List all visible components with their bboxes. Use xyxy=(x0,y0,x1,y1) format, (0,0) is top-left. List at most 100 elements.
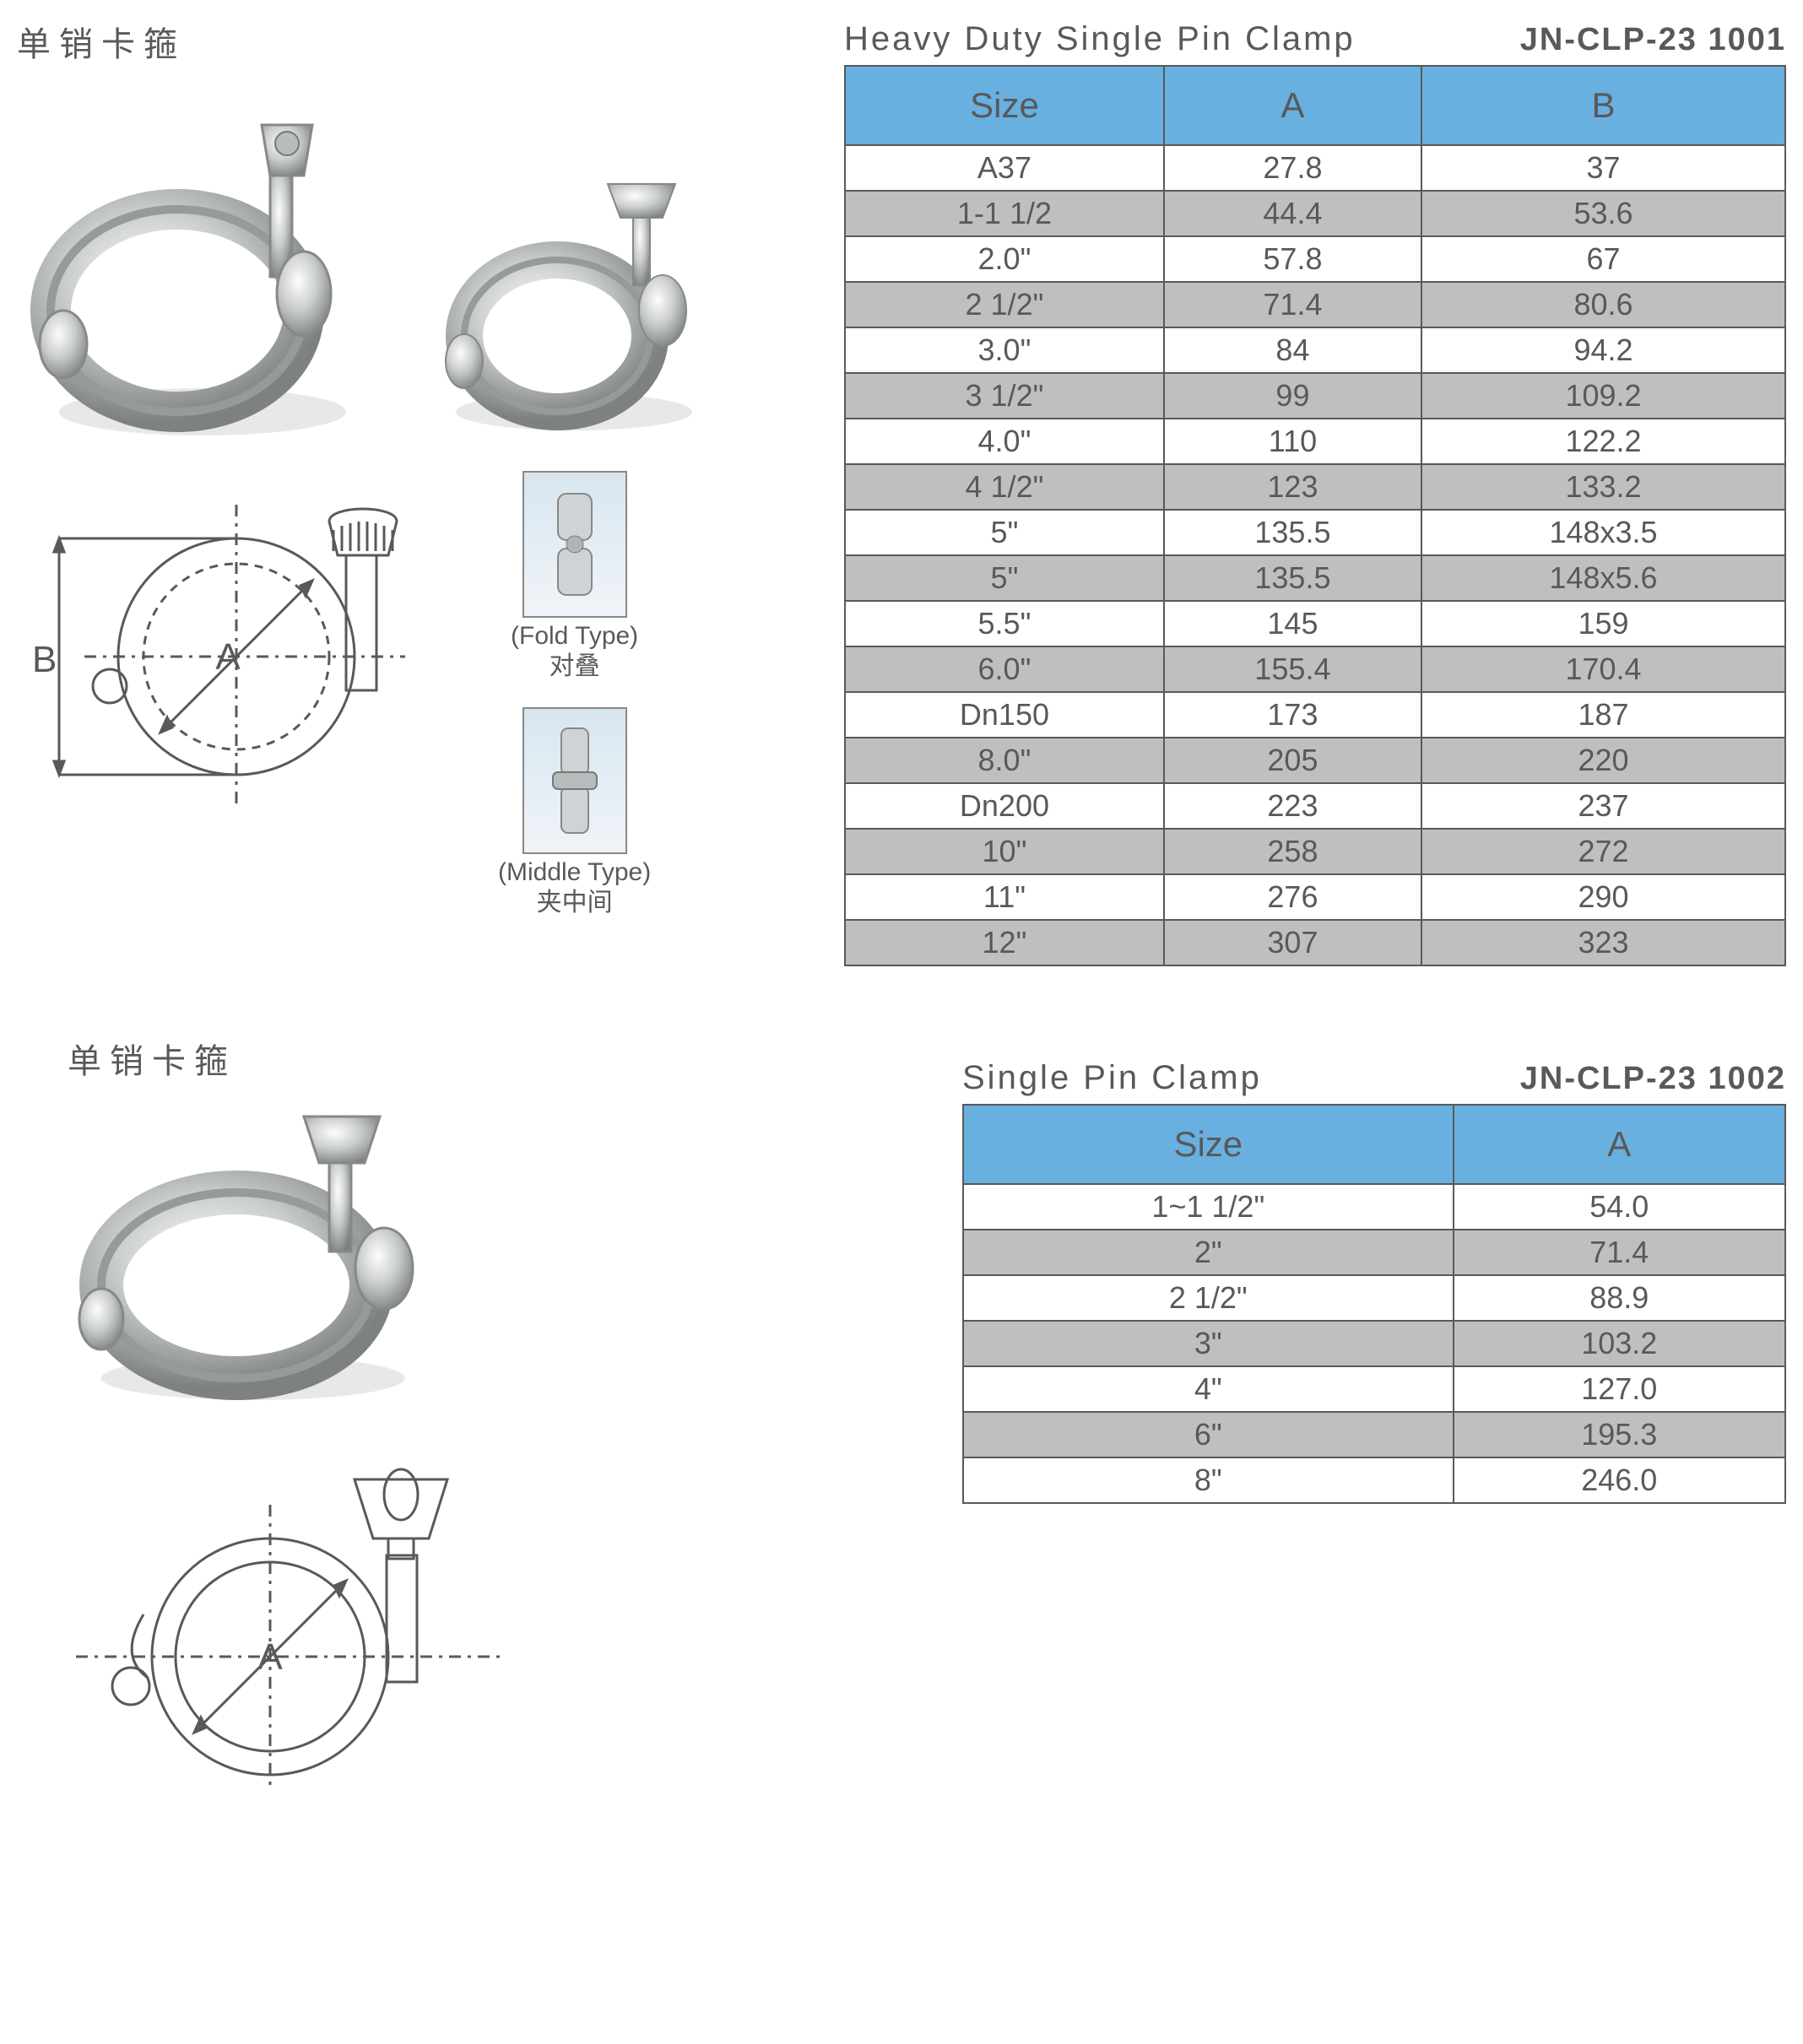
table-cell: 12" xyxy=(845,920,1164,965)
table-cell: 323 xyxy=(1421,920,1785,965)
table-cell: 4 1/2" xyxy=(845,464,1164,510)
table-row: A3727.837 xyxy=(845,145,1785,191)
table-row: 2 1/2"71.480.6 xyxy=(845,282,1785,327)
table-cell: 220 xyxy=(1421,738,1785,783)
table-cell: 71.4 xyxy=(1454,1230,1785,1275)
header-row-1: Heavy Duty Single Pin Clamp JN-CLP-23 10… xyxy=(844,20,1786,58)
table-cell: 4.0" xyxy=(845,419,1164,464)
spec-table-2: SizeA1~1 1/2"54.02"71.42 1/2"88.93"103.2… xyxy=(962,1104,1786,1504)
table-cell: 4" xyxy=(963,1366,1454,1412)
table-cell: 84 xyxy=(1164,327,1421,373)
table-cell: 103.2 xyxy=(1454,1321,1785,1366)
table-cell: 8.0" xyxy=(845,738,1164,783)
table-row: 8.0"205220 xyxy=(845,738,1785,783)
fold-type-thumb xyxy=(522,471,627,618)
en-title-2: Single Pin Clamp xyxy=(962,1059,1262,1097)
table-row: 8"246.0 xyxy=(963,1457,1785,1503)
table-row: 6"195.3 xyxy=(963,1412,1785,1457)
table-cell: 8" xyxy=(963,1457,1454,1503)
table-row: Dn200223237 xyxy=(845,783,1785,829)
fold-type-label-cn: 对叠 xyxy=(511,652,638,682)
table-cell: 88.9 xyxy=(1454,1275,1785,1321)
table-cell: 155.4 xyxy=(1164,646,1421,692)
table-cell: 1-1 1/2 xyxy=(845,191,1164,236)
product-code-1: JN-CLP-23 1001 xyxy=(1520,22,1786,58)
table-row: 4"127.0 xyxy=(963,1366,1785,1412)
table-row: 4 1/2"123133.2 xyxy=(845,464,1785,510)
table-cell: 276 xyxy=(1164,874,1421,920)
table-cell: 2.0" xyxy=(845,236,1164,282)
table-row: 3"103.2 xyxy=(963,1321,1785,1366)
table-cell: 205 xyxy=(1164,738,1421,783)
table-cell: 3" xyxy=(963,1321,1454,1366)
table-cell: 94.2 xyxy=(1421,327,1785,373)
header-row-2: Single Pin Clamp JN-CLP-23 1002 xyxy=(962,1059,1786,1097)
table-row: 6.0"155.4170.4 xyxy=(845,646,1785,692)
table-cell: 307 xyxy=(1164,920,1421,965)
table-cell: 148x3.5 xyxy=(1421,510,1785,555)
right-column-1: Heavy Duty Single Pin Clamp JN-CLP-23 10… xyxy=(827,17,1786,966)
table-row: 5.5"145159 xyxy=(845,601,1785,646)
table-cell: 53.6 xyxy=(1421,191,1785,236)
table-cell: 173 xyxy=(1164,692,1421,738)
table-cell: 27.8 xyxy=(1164,145,1421,191)
table-cell: 2" xyxy=(963,1230,1454,1275)
table-cell: 290 xyxy=(1421,874,1785,920)
table-cell: Dn200 xyxy=(845,783,1164,829)
table-cell: 170.4 xyxy=(1421,646,1785,692)
table-cell: 6" xyxy=(963,1412,1454,1457)
table-cell: 5.5" xyxy=(845,601,1164,646)
table-row: 12"307323 xyxy=(845,920,1785,965)
table-cell: 148x5.6 xyxy=(1421,555,1785,601)
table-cell: 3 1/2" xyxy=(845,373,1164,419)
right-column-2: Single Pin Clamp JN-CLP-23 1002 SizeA1~1… xyxy=(929,1034,1786,1800)
table-cell: 44.4 xyxy=(1164,191,1421,236)
table-row: 4.0"110122.2 xyxy=(845,419,1785,464)
dimension-diagram-1: A B xyxy=(17,471,456,825)
table-cell: 6.0" xyxy=(845,646,1164,692)
table-cell: 109.2 xyxy=(1421,373,1785,419)
type-column: (Fold Type) 对叠 (Middle Type) 夹中间 xyxy=(498,471,651,918)
table-cell: 80.6 xyxy=(1421,282,1785,327)
dimension-diagram-2: A xyxy=(51,1446,929,1800)
clamp-photo-small xyxy=(422,159,726,446)
table-cell: 110 xyxy=(1164,419,1421,464)
table-cell: 133.2 xyxy=(1421,464,1785,510)
table-cell: 2 1/2" xyxy=(963,1275,1454,1321)
spec-table-1: SizeABA3727.8371-1 1/244.453.62.0"57.867… xyxy=(844,65,1786,966)
table-cell: 145 xyxy=(1164,601,1421,646)
table-cell: 5" xyxy=(845,510,1164,555)
section-single-pin: 单销卡箍 xyxy=(17,1034,1786,1800)
table-cell: 122.2 xyxy=(1421,419,1785,464)
table-cell: 1~1 1/2" xyxy=(963,1184,1454,1230)
middle-type-label-cn: 夹中间 xyxy=(498,888,651,918)
table-cell: 159 xyxy=(1421,601,1785,646)
table-cell: A37 xyxy=(845,145,1164,191)
table-cell: 3.0" xyxy=(845,327,1164,373)
cn-title-1: 单销卡箍 xyxy=(17,17,827,66)
table-cell: 272 xyxy=(1421,829,1785,874)
table-cell: 127.0 xyxy=(1454,1366,1785,1412)
table-cell: 135.5 xyxy=(1164,555,1421,601)
table-row: Dn150173187 xyxy=(845,692,1785,738)
table-cell: 67 xyxy=(1421,236,1785,282)
table-cell: 195.3 xyxy=(1454,1412,1785,1457)
table-row: 1-1 1/244.453.6 xyxy=(845,191,1785,236)
table-cell: 5" xyxy=(845,555,1164,601)
middle-type-thumb xyxy=(522,707,627,854)
product-photos-1 xyxy=(17,74,827,446)
table-cell: 71.4 xyxy=(1164,282,1421,327)
section-heavy-duty: 单销卡箍 xyxy=(17,17,1786,966)
table-row: 2"71.4 xyxy=(963,1230,1785,1275)
fold-type-box: (Fold Type) 对叠 xyxy=(511,471,638,682)
table-cell: 123 xyxy=(1164,464,1421,510)
cn-title-2: 单销卡箍 xyxy=(68,1034,929,1083)
table-row: 5"135.5148x5.6 xyxy=(845,555,1785,601)
table-cell: 54.0 xyxy=(1454,1184,1785,1230)
clamp-photo-large xyxy=(17,74,388,446)
en-title-1: Heavy Duty Single Pin Clamp xyxy=(844,20,1356,58)
table-row: 10"258272 xyxy=(845,829,1785,874)
column-header: B xyxy=(1421,66,1785,145)
table-cell: 2 1/2" xyxy=(845,282,1164,327)
table-row: 1~1 1/2"54.0 xyxy=(963,1184,1785,1230)
